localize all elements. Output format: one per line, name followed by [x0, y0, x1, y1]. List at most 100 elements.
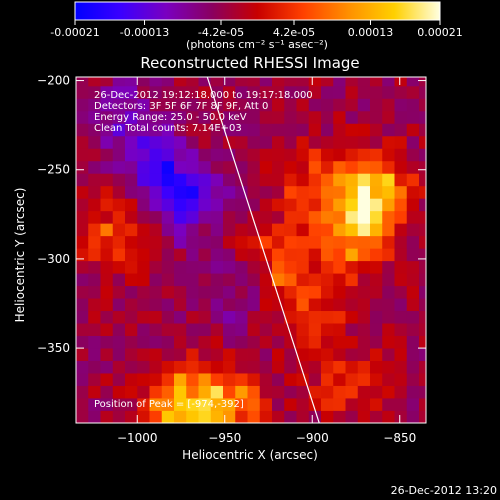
heatmap-cell — [247, 77, 261, 87]
heatmap-cell — [272, 410, 285, 423]
y-axis-label: Heliocentric Y (arcsec) — [13, 188, 27, 323]
heatmap-cell — [259, 298, 273, 312]
heatmap-cell — [100, 210, 114, 224]
heatmap-cell — [333, 235, 346, 249]
heatmap-cell — [235, 335, 248, 349]
heatmap-cell — [321, 198, 334, 212]
heatmap-cell — [223, 248, 236, 262]
heatmap-cell — [223, 185, 236, 199]
heatmap-cell — [125, 373, 138, 386]
heatmap-cell — [333, 398, 346, 411]
heatmap-cell — [186, 123, 199, 137]
heatmap-cell — [198, 273, 212, 287]
heatmap-cell — [333, 223, 346, 237]
heatmap-cell — [259, 248, 273, 262]
colorbar-tick-label: -0.00013 — [120, 26, 169, 39]
heatmap-cell — [394, 385, 408, 399]
heatmap-cell — [247, 348, 261, 361]
heatmap-cell — [137, 98, 150, 112]
heatmap-cell — [333, 135, 346, 149]
heatmap-cell — [210, 77, 224, 87]
heatmap-cell — [76, 385, 89, 399]
heatmap-cell — [223, 98, 236, 112]
heatmap-cell — [210, 410, 224, 423]
heatmap-cell — [370, 160, 383, 174]
heatmap-cell — [174, 173, 187, 187]
heatmap-cell — [247, 85, 261, 99]
heatmap-cell — [174, 273, 187, 287]
heatmap-cell — [198, 185, 212, 199]
heatmap-cell — [174, 335, 187, 349]
heatmap-cell — [357, 398, 371, 411]
heatmap-cell — [284, 210, 297, 224]
heatmap-cell — [370, 77, 383, 87]
heatmap-cell — [198, 198, 212, 212]
heatmap-cell — [76, 398, 89, 411]
heatmap-cell — [186, 223, 199, 237]
heatmap-cell — [100, 398, 114, 411]
heatmap-cell — [333, 85, 346, 99]
colorbar-tick-label: 4.2e-05 — [273, 26, 315, 39]
heatmap-cell — [272, 260, 285, 274]
heatmap-cell — [259, 373, 273, 386]
heatmap-cell — [296, 285, 310, 299]
heatmap-cell — [419, 335, 426, 349]
heatmap-cell — [198, 235, 212, 249]
heatmap-cell — [272, 85, 285, 99]
heatmap-cell — [88, 273, 101, 287]
heatmap-cell — [259, 148, 273, 162]
heatmap-cell — [382, 323, 395, 336]
heatmap-cell — [223, 298, 236, 312]
heatmap-cell — [223, 210, 236, 224]
heatmap-cell — [125, 298, 138, 312]
heatmap-cell — [210, 110, 224, 124]
heatmap-cell — [235, 185, 248, 199]
heatmap-cell — [321, 398, 334, 411]
heatmap-cell — [88, 398, 101, 411]
heatmap-cell — [321, 348, 334, 361]
heatmap-cell — [284, 135, 297, 149]
heatmap-cell — [235, 223, 248, 237]
heatmap-cell — [382, 173, 395, 187]
heatmap-cell — [308, 273, 322, 287]
heatmap-cell — [137, 285, 150, 299]
heatmap-cell — [186, 98, 199, 112]
heatmap-cell — [394, 360, 408, 374]
heatmap-cell — [112, 323, 126, 336]
heatmap-cell — [370, 235, 383, 249]
heatmap-cell — [284, 173, 297, 187]
heatmap-cell — [186, 135, 199, 149]
heatmap-cell — [149, 235, 163, 249]
heatmap-cell — [76, 410, 89, 423]
heatmap-cell — [210, 185, 224, 199]
heatmap-cell — [161, 373, 175, 386]
heatmap-cell — [186, 298, 199, 312]
heatmap-cell — [235, 235, 248, 249]
heatmap-cell — [88, 198, 101, 212]
heatmap-cell — [186, 335, 199, 349]
heatmap-cell — [382, 235, 395, 249]
heatmap-cell — [345, 398, 359, 411]
heatmap-cell — [406, 410, 420, 423]
heatmap-cell — [149, 298, 163, 312]
heatmap-cell — [321, 110, 334, 124]
heatmap-cell — [345, 410, 359, 423]
heatmap-cell — [333, 360, 346, 374]
heatmap-cell — [272, 348, 285, 361]
heatmap-cell — [112, 273, 126, 287]
heatmap-cell — [333, 298, 346, 312]
heatmap-cell — [284, 348, 297, 361]
heatmap-cell — [419, 123, 426, 137]
heatmap-cell — [308, 198, 322, 212]
heatmap-cell — [76, 135, 89, 149]
heatmap-cell — [223, 310, 236, 324]
heatmap-cell — [186, 248, 199, 262]
heatmap-cell — [284, 385, 297, 399]
heatmap-cell — [112, 260, 126, 274]
heatmap-cell — [88, 98, 101, 112]
heatmap-cell — [137, 410, 150, 423]
heatmap-cell — [112, 135, 126, 149]
heatmap-cell — [321, 260, 334, 274]
y-tick-label: −200 — [37, 74, 70, 88]
heatmap-cell — [321, 77, 334, 87]
